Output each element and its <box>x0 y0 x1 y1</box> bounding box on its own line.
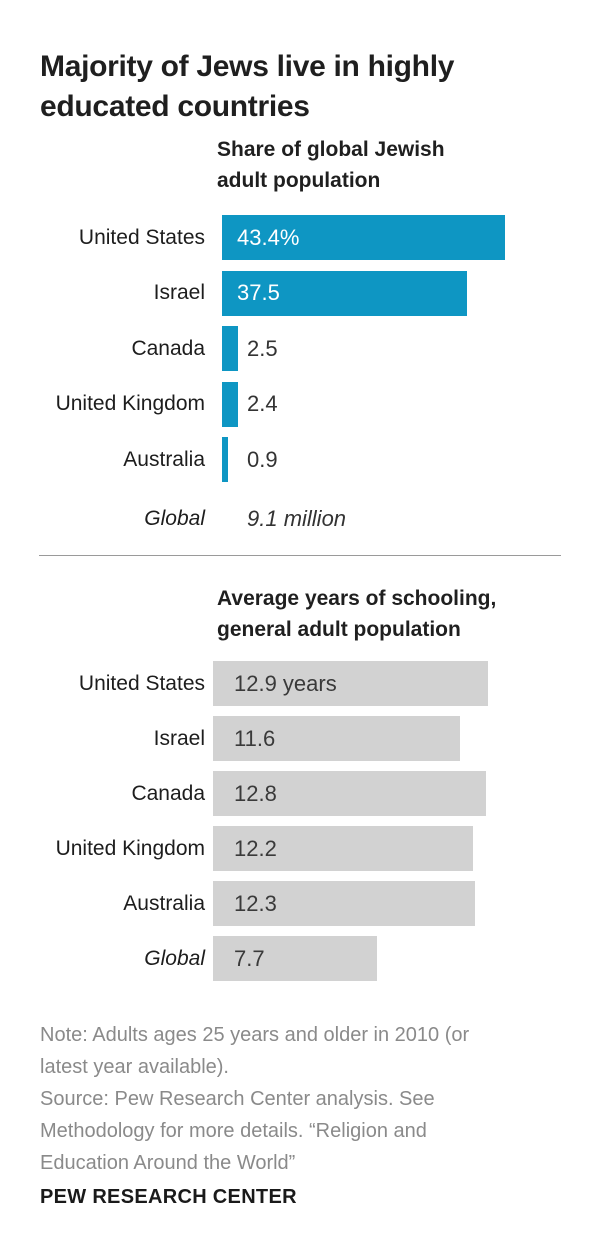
schooling-chart-subtitle: Average years of schooling, general adul… <box>217 587 497 641</box>
share-chart-subtitle: Share of global Jewish adult population <box>217 138 445 192</box>
value-label: 43.4% <box>237 224 300 250</box>
chart-title: Majority of Jews live in highly educated… <box>40 50 455 124</box>
value-label: 2.4 <box>247 391 278 417</box>
pew-wordmark: PEW RESEARCH CENTER <box>40 1186 297 1208</box>
bar-area: 12.2 <box>213 821 585 876</box>
bar: 43.4% <box>222 215 505 261</box>
bar-area: 12.8 <box>213 766 585 821</box>
bar-row: Israel 11.6 <box>40 711 585 766</box>
category-label: United Kingdom <box>55 836 205 860</box>
category-label: Australia <box>123 891 205 915</box>
bar-area: 7.7 <box>213 931 585 986</box>
bar: 37.5 <box>222 270 467 316</box>
bar-area: 11.6 <box>213 711 585 766</box>
value-label: 12.8 <box>234 780 277 806</box>
bar <box>222 326 239 372</box>
value-label: 2.5 <box>247 335 278 361</box>
category-label: United Kingdom <box>55 392 205 416</box>
bar <box>222 381 238 427</box>
bar: 12.2 <box>213 826 474 871</box>
global-total-row: Global 9.1 million <box>40 492 585 548</box>
value-label: 12.9 years <box>234 670 337 696</box>
note-text: Note: Adults ages 25 years and older in … <box>40 1024 470 1174</box>
share-chart-bars: United States 43.4% Israel 37.5 Canada 2.5 Uni… <box>40 210 585 488</box>
value-label: 37.5 <box>237 280 280 306</box>
bar-row: Israel 37.5 <box>40 266 585 322</box>
value-label: 12.2 <box>234 835 277 861</box>
bar-row: Canada 12.8 <box>40 766 585 821</box>
bar-row: United States 12.9 years <box>40 656 585 711</box>
category-label: Israel <box>153 281 205 305</box>
global-total-value: 9.1 million <box>247 506 347 532</box>
global-label: Global <box>144 507 205 531</box>
bar-area: 2.5 <box>222 321 585 377</box>
years-of-schooling-chart: United States 12.9 years Israel 11.6 Canada 1… <box>40 656 585 986</box>
bar-row: Global 7.7 <box>40 931 585 986</box>
bar: 12.8 <box>213 771 486 816</box>
bar-row: Australia 12.3 <box>40 876 585 931</box>
bar: 11.6 <box>213 716 461 761</box>
schooling-chart-bars: United States 12.9 years Israel 11.6 Canada 1… <box>40 656 585 986</box>
category-label: United States <box>78 225 205 249</box>
bar <box>222 437 228 483</box>
bar-area: 2.4 <box>222 377 585 433</box>
bar-area: 37.5 <box>222 266 585 322</box>
category-label: Global <box>144 946 205 970</box>
category-label: Canada <box>131 336 205 360</box>
bar: 12.9 years <box>213 661 488 706</box>
global-value-wrap: 9.1 million <box>222 492 585 548</box>
bar-area: 43.4% <box>222 210 585 266</box>
bar: 7.7 <box>213 936 378 981</box>
bar-row: Australia 0.9 <box>40 432 585 488</box>
bar-row: United Kingdom 2.4 <box>40 377 585 433</box>
bar-area: 0.9 <box>222 432 585 488</box>
share-of-jewish-population-chart: United States 43.4% Israel 37.5 Canada 2.5 Uni… <box>40 210 585 547</box>
bar-area: 12.9 years <box>213 656 585 711</box>
category-label: United States <box>78 671 205 695</box>
value-label: 11.6 <box>234 725 276 751</box>
category-label: Canada <box>131 781 205 805</box>
bar-row: United Kingdom 12.2 <box>40 821 585 876</box>
bar-row: United States 43.4% <box>40 210 585 266</box>
value-label: 7.7 <box>234 945 265 971</box>
bar: 12.3 <box>213 881 476 926</box>
value-label: 0.9 <box>247 446 278 472</box>
divider-line <box>39 555 561 556</box>
category-label: Israel <box>153 726 205 750</box>
value-label: 12.3 <box>234 890 277 916</box>
bar-row: Canada 2.5 <box>40 321 585 377</box>
category-label: Australia <box>123 447 205 471</box>
bar-area: 12.3 <box>213 876 585 931</box>
